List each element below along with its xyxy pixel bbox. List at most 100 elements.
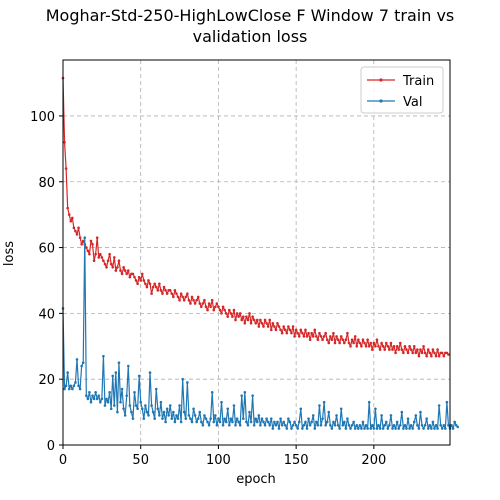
data-point xyxy=(67,387,71,391)
data-point xyxy=(182,298,186,302)
data-point xyxy=(330,338,334,342)
data-point xyxy=(257,414,261,417)
data-point xyxy=(403,344,407,348)
chart-title-line-2: validation loss xyxy=(192,27,308,46)
data-point xyxy=(433,351,436,355)
data-point xyxy=(305,335,309,338)
data-point xyxy=(156,407,160,411)
data-point xyxy=(210,298,214,302)
data-point xyxy=(260,321,264,325)
data-point xyxy=(78,236,82,239)
data-point xyxy=(301,427,304,430)
data-point xyxy=(139,279,143,282)
data-point xyxy=(243,391,247,394)
data-point xyxy=(215,423,219,427)
data-point xyxy=(279,417,282,420)
data-point xyxy=(447,353,450,356)
data-point xyxy=(184,295,188,299)
data-point xyxy=(296,331,299,335)
data-point xyxy=(150,292,153,295)
data-point xyxy=(324,331,327,335)
data-point xyxy=(235,312,239,315)
data-point xyxy=(108,252,111,256)
data-point xyxy=(395,344,399,348)
data-point xyxy=(341,338,345,342)
data-point xyxy=(266,325,270,328)
data-point xyxy=(330,427,334,430)
data-point xyxy=(249,321,253,325)
data-point xyxy=(431,348,435,351)
data-point xyxy=(291,325,295,328)
data-point xyxy=(383,423,387,427)
data-point xyxy=(154,387,158,391)
data-point xyxy=(263,318,267,322)
data-point xyxy=(136,407,139,411)
data-point xyxy=(381,427,385,430)
data-point xyxy=(114,269,118,272)
data-point xyxy=(237,420,240,424)
data-point xyxy=(88,391,91,394)
data-point xyxy=(133,391,136,394)
data-point xyxy=(350,423,354,427)
data-point xyxy=(360,344,363,348)
data-point xyxy=(95,397,99,401)
data-point xyxy=(89,239,93,243)
data-point xyxy=(223,308,226,312)
data-point xyxy=(271,427,275,430)
data-point xyxy=(251,315,254,318)
data-point xyxy=(72,384,76,388)
data-point xyxy=(384,420,388,424)
data-point xyxy=(363,341,366,345)
data-point xyxy=(198,302,202,305)
data-point xyxy=(335,335,338,338)
data-point xyxy=(358,423,362,427)
y-tick-label: 80 xyxy=(38,176,55,191)
data-point xyxy=(268,318,272,322)
data-point xyxy=(102,354,105,358)
data-point xyxy=(344,338,348,342)
data-point xyxy=(190,295,194,299)
data-point xyxy=(308,423,312,427)
data-point xyxy=(411,351,414,355)
data-point xyxy=(106,400,110,404)
data-point xyxy=(412,420,416,424)
data-point xyxy=(74,229,77,233)
data-point xyxy=(109,407,113,411)
data-point xyxy=(137,374,141,378)
x-tick-label: 200 xyxy=(361,453,386,468)
data-point xyxy=(145,285,149,289)
data-point xyxy=(224,312,228,315)
data-point xyxy=(85,246,88,249)
data-point xyxy=(259,318,262,322)
data-point xyxy=(456,425,460,429)
legend-marker-val xyxy=(379,99,383,103)
data-point xyxy=(207,423,211,427)
data-point xyxy=(394,351,397,355)
data-point xyxy=(290,427,293,430)
data-point xyxy=(338,341,341,345)
data-point xyxy=(215,302,219,305)
data-point xyxy=(207,302,211,305)
ticks: 0 50 100 150 200 0 20 40 60 80 100 xyxy=(30,110,386,468)
data-point xyxy=(175,414,178,417)
data-point xyxy=(196,295,200,299)
data-point xyxy=(161,417,164,420)
data-point xyxy=(214,305,217,309)
data-point xyxy=(100,256,104,259)
data-point xyxy=(237,315,240,318)
data-point xyxy=(196,417,200,420)
data-point xyxy=(279,328,282,332)
data-point xyxy=(147,414,150,417)
data-point xyxy=(277,427,281,430)
data-point xyxy=(389,341,393,345)
data-point xyxy=(310,420,313,424)
data-point xyxy=(445,400,449,404)
data-point xyxy=(123,269,127,272)
data-point xyxy=(234,318,237,322)
data-point xyxy=(378,348,382,351)
data-point xyxy=(369,341,373,345)
data-point xyxy=(445,351,449,355)
data-point xyxy=(392,344,396,348)
data-point xyxy=(252,318,256,322)
data-point xyxy=(97,394,101,397)
